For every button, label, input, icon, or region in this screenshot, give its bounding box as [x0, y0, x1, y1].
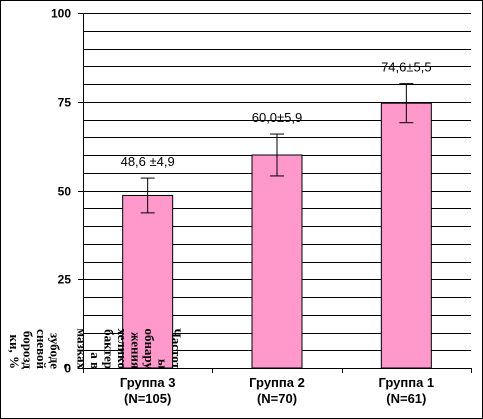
bars [122, 102, 432, 369]
y-axis-label-line: зубоде [48, 333, 63, 369]
data-label: 60,0±5,9 [252, 110, 303, 125]
y-tick-labels: 0 25 50 75 100 [51, 7, 71, 376]
x-tick-label: (N=70) [257, 391, 297, 406]
x-tick-label: Группа 2 [249, 375, 305, 390]
x-tick-label: (N=105) [124, 391, 171, 406]
y-axis-label-line: ы [156, 359, 171, 369]
data-labels: 48,6 ±4,9 60,0±5,9 74,6±5,5 [121, 60, 432, 169]
y-axis-label-line: хелико [115, 328, 130, 369]
x-tick-labels: Группа 3(N=105) Группа 2(N=70) Группа 1(N=… [120, 375, 434, 406]
y-axis-label-line: борозд [21, 331, 36, 370]
y-axis-label-line: мазках [75, 328, 90, 369]
y-axis-label-line: с [61, 363, 76, 369]
y-tick-label: 100 [51, 7, 71, 21]
x-tick-label: (N=61) [386, 391, 426, 406]
y-axis-label-line: жения [129, 332, 144, 369]
x-tick-label: Группа 1 [379, 375, 435, 390]
data-label: 48,6 ±4,9 [121, 154, 175, 169]
error-bars [140, 83, 414, 214]
bar [251, 154, 303, 369]
y-axis-label-line: а в [88, 352, 103, 369]
y-axis-label-line: ки, % [7, 335, 22, 369]
y-tick-label: 75 [58, 96, 72, 110]
x-tick-label: Группа 3 [120, 375, 176, 390]
y-axis-label-line: сневой [34, 329, 49, 369]
bar [380, 102, 432, 369]
y-axis-label-line: Частот [169, 328, 184, 369]
y-axis-label-line: бактер [102, 329, 117, 369]
y-axis-label-line: обнару [142, 328, 157, 369]
data-label: 74,6±5,5 [381, 60, 432, 75]
y-tick-label: 0 [64, 362, 71, 376]
y-tick-label: 25 [58, 273, 72, 287]
bar [122, 194, 174, 369]
y-tick-label: 50 [58, 185, 72, 199]
